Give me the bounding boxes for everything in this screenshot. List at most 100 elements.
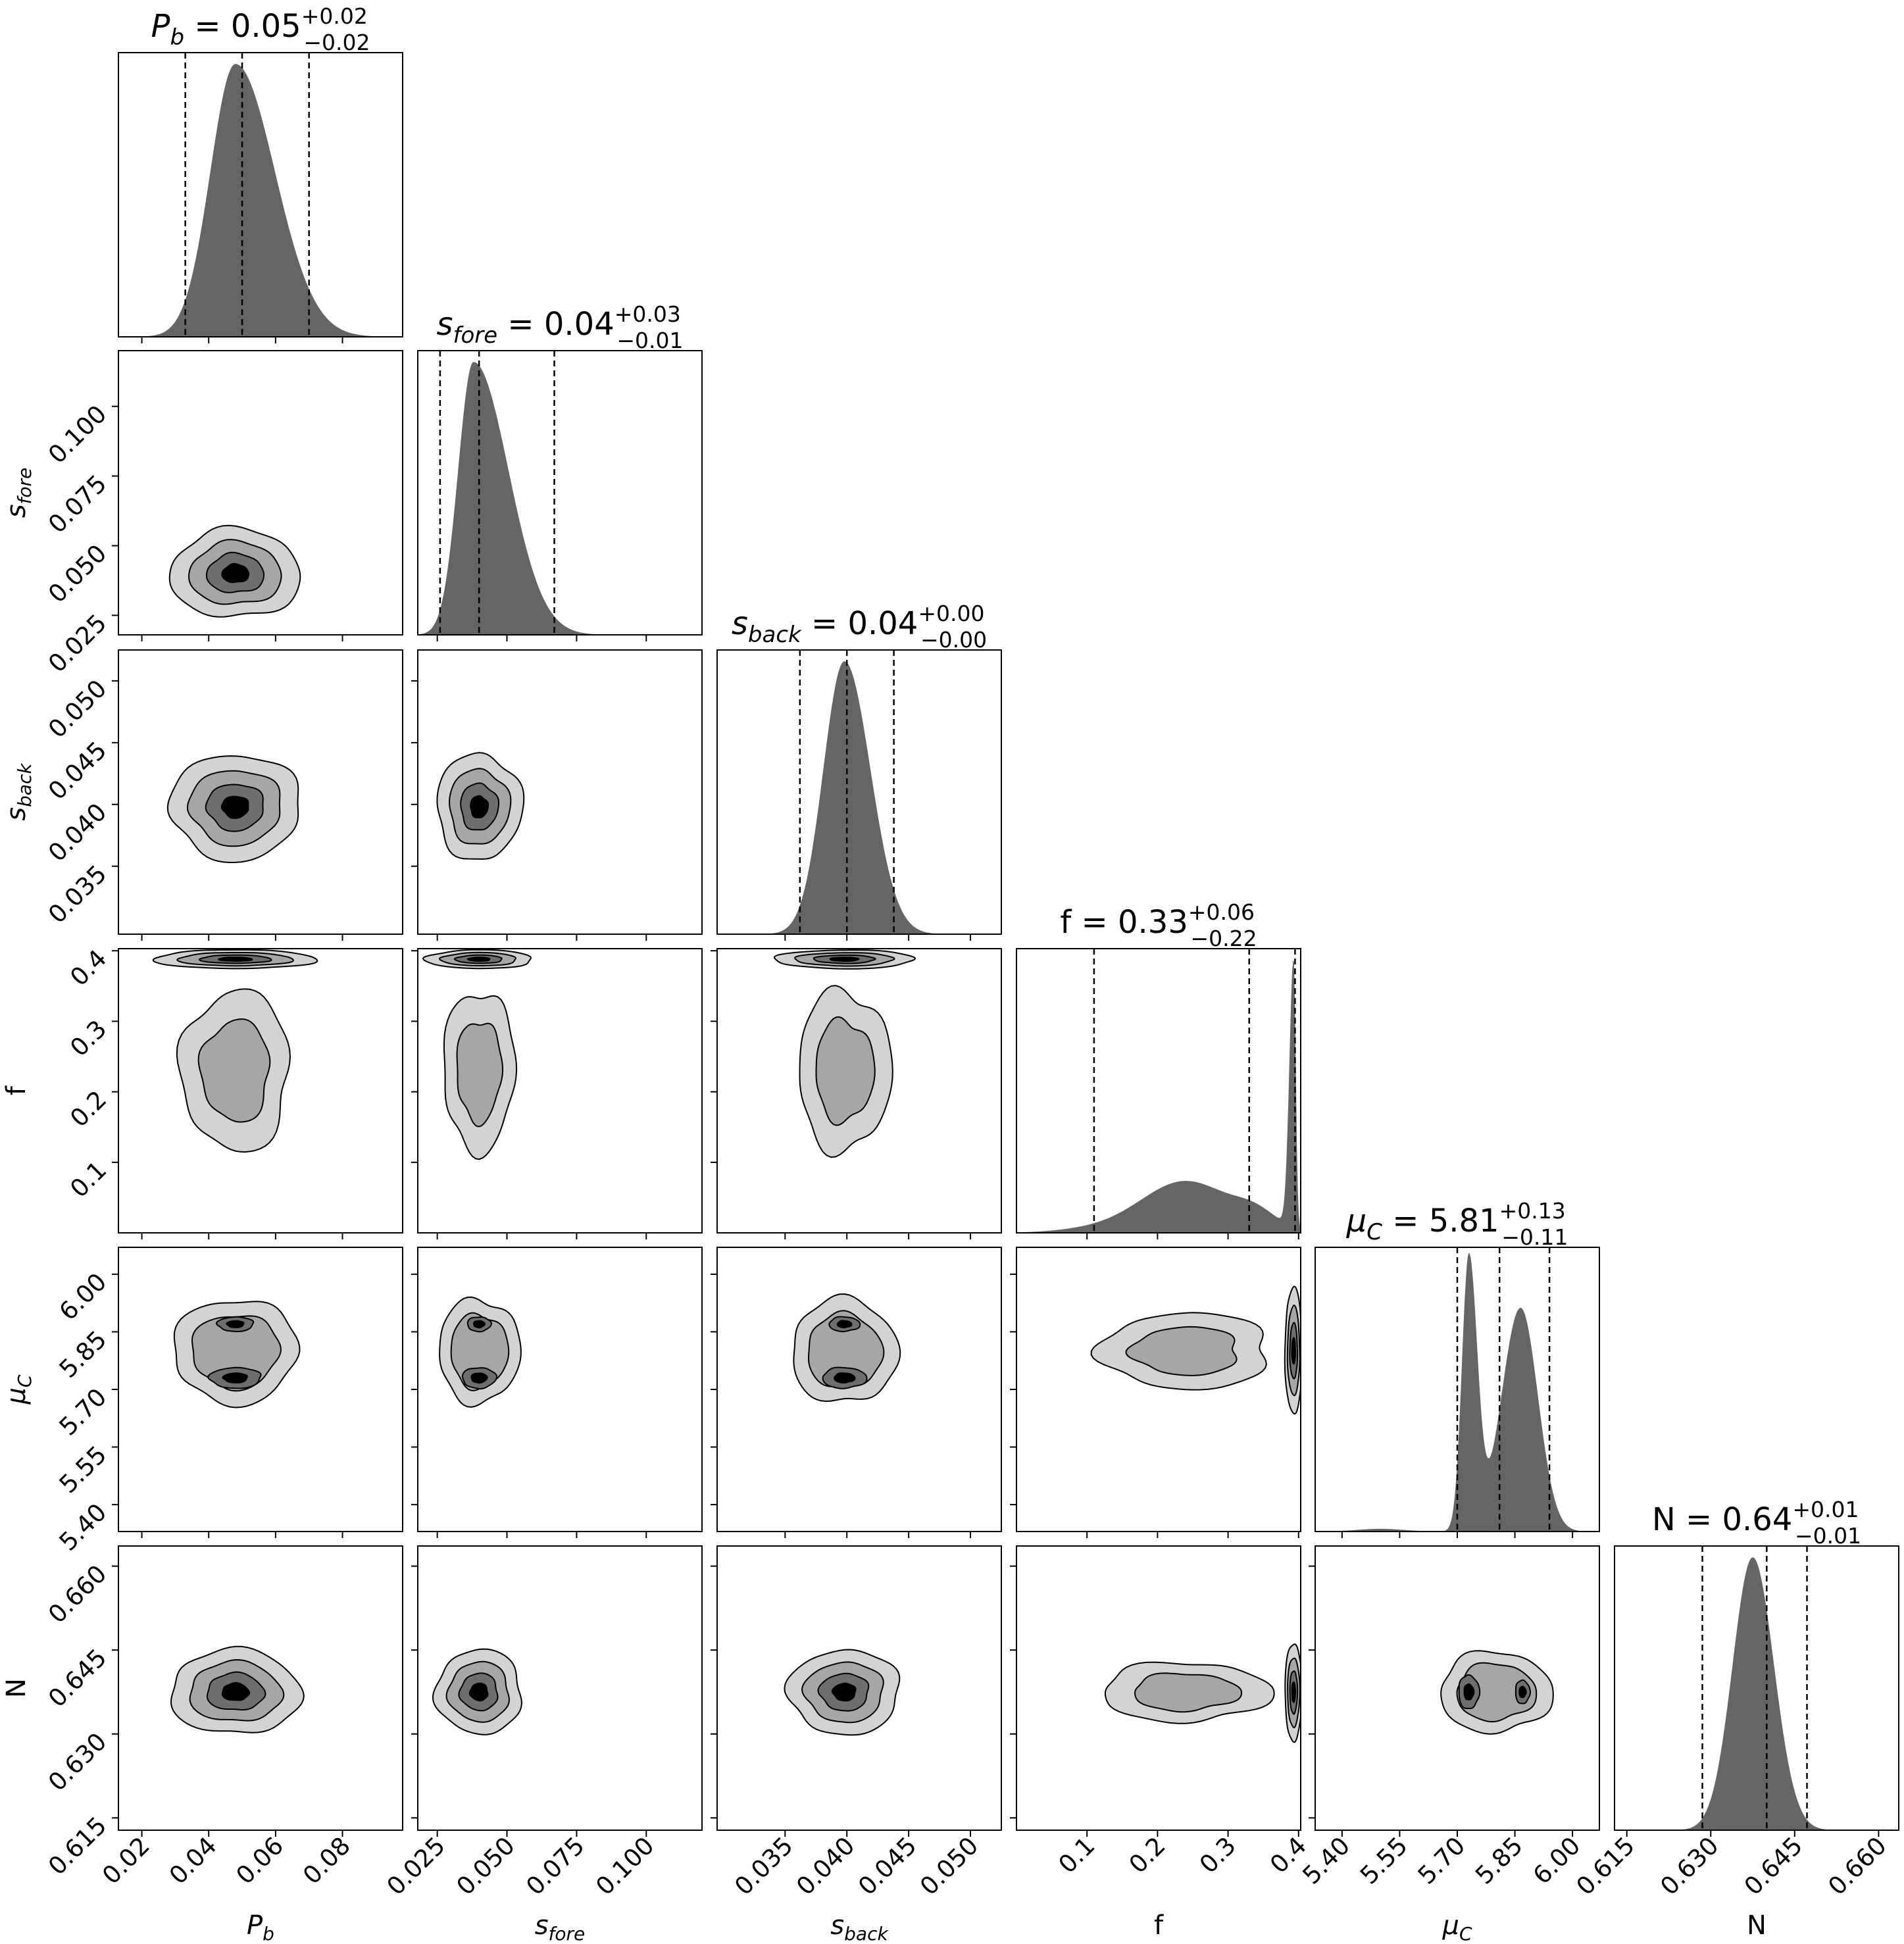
histogram: [1315, 1253, 1599, 1532]
histogram: [118, 64, 403, 337]
tick-label: 5.40: [54, 1498, 113, 1557]
panel-muc-sfore: [411, 1247, 703, 1538]
axis-label: μC: [1441, 1910, 1472, 1944]
tick-label: 0.050: [43, 674, 112, 743]
tick-label: 0.08: [297, 1832, 356, 1890]
panel-f-pb: 0.1 0.2 0.3 0.4: [64, 944, 403, 1239]
tick-label: 0.615: [1571, 1832, 1640, 1901]
contour-level: [1291, 1337, 1296, 1365]
axis-label: sback: [1, 762, 36, 821]
panel-title: sfore = 0.04+0.03 −0.01: [436, 301, 683, 353]
contour-level: [815, 1016, 876, 1126]
contour-level: [468, 1682, 489, 1702]
tick-label: 5.55: [1355, 1832, 1413, 1890]
tick-label: 0.025: [382, 1832, 451, 1901]
panel-title: Pb = 0.05+0.02 −0.02: [151, 3, 370, 55]
contour-level: [1125, 1326, 1238, 1376]
panel-f-sback: [711, 948, 1002, 1239]
contour-level: [221, 1682, 251, 1701]
tick-label: 0.04: [164, 1832, 222, 1890]
contour-level: [1463, 1683, 1475, 1701]
panel-muc-pb: 5.405.555.705.856.00: [54, 1247, 403, 1557]
contour-level: [456, 1022, 504, 1128]
tick-label: 0.660: [43, 1560, 112, 1629]
panel-N-sfore: 0.025 0.050 0.075 0.100: [382, 1545, 703, 1901]
tick-label: 5.40: [1297, 1832, 1356, 1890]
contour-level: [466, 957, 491, 962]
panel-title: sback = 0.04+0.00 −0.00: [732, 601, 987, 653]
panel-sfore-sfore: sfore = 0.04+0.03 −0.01: [417, 301, 703, 641]
histogram: [1615, 1557, 1899, 1830]
tick-label: 0.645: [1739, 1832, 1808, 1901]
panel-N-N: N = 0.64+0.01 −0.01 0.615 0.630 0.645 0.660: [1571, 1497, 1899, 1901]
axis-label: μC: [1, 1374, 36, 1405]
tick-label: 5.85: [1470, 1832, 1528, 1890]
tick-label: 0.3: [1194, 1832, 1241, 1879]
tick-label: 0.025: [43, 609, 112, 678]
histogram: [418, 362, 702, 635]
contour-level: [470, 795, 489, 818]
contour-level: [226, 1320, 245, 1328]
tick-label: 0.100: [590, 1832, 659, 1901]
tick-label: 0.045: [43, 736, 112, 805]
contour-level: [221, 562, 250, 584]
tick-label: 5.85: [54, 1325, 113, 1383]
panel-N-muc: 5.405.555.705.856.00: [1297, 1545, 1600, 1890]
contour-level: [1291, 1682, 1297, 1703]
contour-level: [472, 1320, 486, 1329]
tick-label: 0.4: [64, 944, 112, 991]
axis-label: N: [1747, 1910, 1766, 1941]
tick-label: 0.2: [64, 1085, 112, 1133]
tick-label: 0.035: [43, 860, 112, 929]
panel-f-f: f = 0.33+0.06 −0.22: [1016, 899, 1301, 1239]
contour-level: [470, 1372, 488, 1384]
tick-label: 0.2: [1124, 1832, 1171, 1879]
contour-level: [1134, 1672, 1243, 1713]
tick-label: 0.02: [97, 1832, 155, 1890]
axis-label: f: [1, 1085, 32, 1095]
panel-muc-f: [1010, 1247, 1301, 1538]
tick-label: 0.040: [43, 798, 112, 867]
tick-label: 0.660: [1822, 1832, 1891, 1901]
panel-sback-sback: sback = 0.04+0.00 −0.00: [716, 601, 1002, 941]
tick-label: 0.630: [43, 1728, 112, 1797]
tick-label: 5.70: [54, 1383, 113, 1441]
tick-label: 0.075: [520, 1832, 589, 1901]
contour-level: [834, 1372, 856, 1384]
tick-label: 0.050: [451, 1832, 520, 1901]
contour-level: [197, 1018, 271, 1123]
contour-level: [222, 1372, 248, 1383]
axis-label: sback: [830, 1910, 889, 1944]
tick-label: 0.045: [853, 1832, 922, 1901]
contour-level: [218, 957, 253, 962]
tick-label: 0.06: [231, 1832, 289, 1890]
contour-level: [1456, 1662, 1538, 1723]
tick-label: 0.645: [43, 1643, 112, 1712]
panel-muc-muc: μC = 5.81+0.13 −0.11: [1315, 1198, 1600, 1538]
axis-label: N: [1, 1678, 32, 1698]
panel-pb-pb: Pb = 0.05+0.02 −0.02: [118, 3, 403, 343]
tick-label: 0.050: [914, 1832, 984, 1901]
histogram: [717, 661, 1001, 934]
contour-level: [220, 795, 249, 819]
axis-label: sfore: [1, 468, 36, 518]
panel-sback-sfore: [411, 649, 703, 941]
tick-label: 0.100: [43, 400, 112, 469]
tick-label: 0.1: [1053, 1832, 1101, 1879]
tick-label: 0.035: [729, 1832, 798, 1901]
axis-label: sfore: [535, 1910, 586, 1944]
tick-label: 5.55: [54, 1441, 113, 1499]
tick-label: 6.00: [54, 1268, 113, 1326]
contour-level: [829, 957, 860, 962]
panel-title: N = 0.64+0.01 −0.01: [1652, 1497, 1861, 1549]
contour-level: [1518, 1685, 1527, 1699]
tick-label: 0.075: [43, 470, 112, 539]
contour-level: [836, 1320, 853, 1328]
contour-level: [831, 1682, 857, 1702]
panel-N-f: 0.1 0.2 0.3 0.4: [1010, 1545, 1312, 1879]
